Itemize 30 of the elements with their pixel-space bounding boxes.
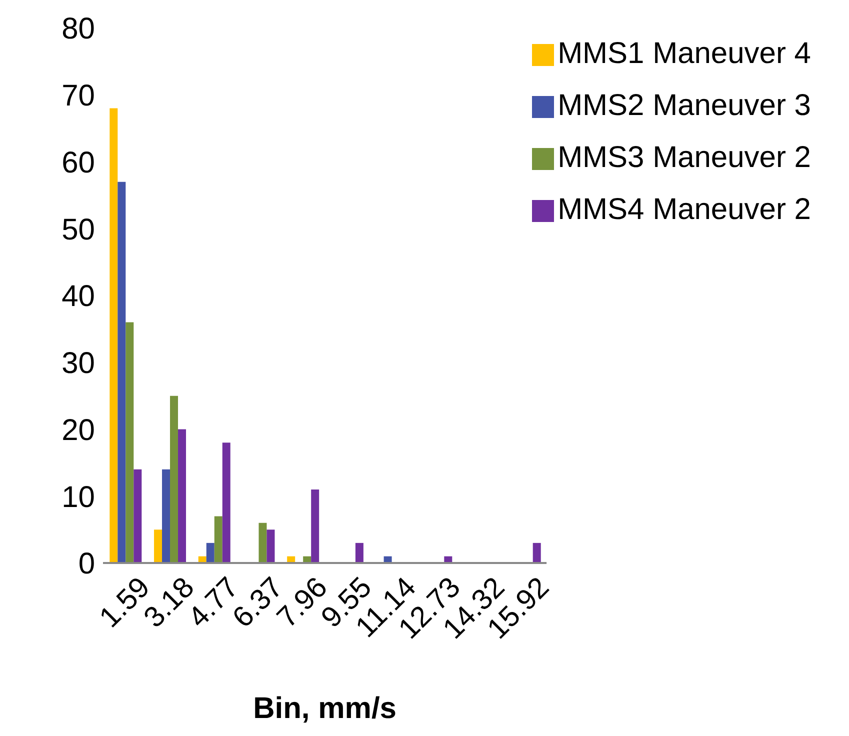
y-tick-label: 40 [62,280,95,314]
bar [222,442,230,563]
bar [162,469,170,563]
bar [311,489,320,563]
bar [154,530,162,563]
y-tick-label: 0 [78,548,95,581]
legend-label: MMS4 Maneuver 2 [558,193,811,226]
legend-label: MMS1 Maneuver 4 [558,37,811,70]
y-tick-label: 70 [62,80,95,113]
bar [110,108,118,563]
bar [118,182,126,563]
bar [266,530,275,563]
y-tick-label: 60 [62,146,95,180]
bar [134,469,142,563]
x-axis-title: Bin, mm/s [253,692,396,725]
y-tick-label: 50 [62,213,95,246]
bar [178,429,186,563]
bar [532,542,541,563]
legend-label: MMS2 Maneuver 3 [558,89,811,122]
legend-label: MMS3 Maneuver 2 [558,141,811,174]
bar [126,322,134,563]
y-tick-label: 80 [62,12,95,46]
y-tick-label: 10 [62,480,95,514]
bar [206,542,214,563]
bar [258,522,267,563]
y-tick-label: 30 [62,347,95,380]
bar [355,542,364,563]
bar [214,516,222,563]
bar [170,396,178,563]
y-tick-label: 20 [62,414,95,447]
